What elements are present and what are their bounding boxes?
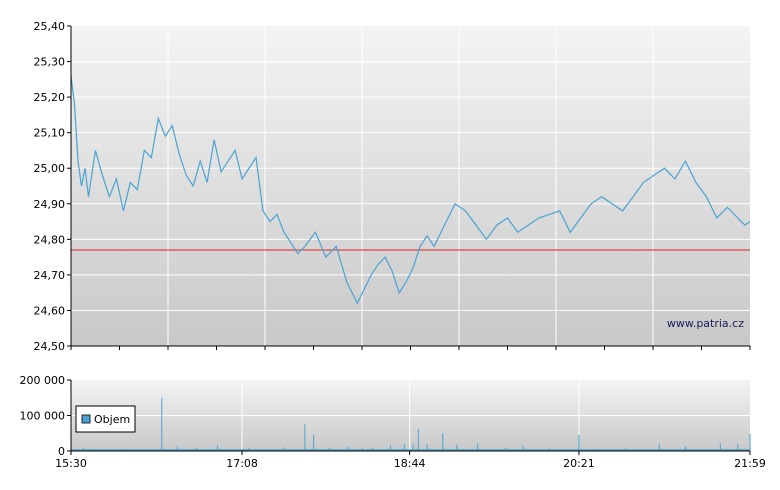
volume-panel: 0 100 000 200 000 15:30 17:08 18:44 20:21 21:5… [20, 374, 766, 470]
price-y-tick-label: 25,00 [34, 162, 66, 175]
legend-swatch [81, 414, 91, 424]
volume-y-tick-label: 0 [58, 445, 65, 458]
price-y-axis: 24,50 24,60 24,70 24,80 24,90 25,00 25,10 25,20… [34, 20, 71, 353]
price-series-line [70, 75, 751, 305]
price-y-tick-label: 24,90 [34, 198, 66, 211]
price-y-tick-label: 25,10 [34, 127, 66, 140]
legend-label: Objem [94, 413, 130, 426]
price-y-tick-label: 24,60 [34, 304, 66, 317]
price-panel: 24,50 24,60 24,70 24,80 24,90 25,00 25,10 25,20… [34, 20, 751, 353]
price-gridlines [71, 26, 750, 346]
volume-x-axis: 15:30 17:08 18:44 20:21 21:59 [55, 451, 766, 470]
volume-y-tick-label: 200 000 [20, 374, 66, 387]
x-tick-label: 21:59 [734, 457, 766, 470]
price-y-tick-label: 25,40 [34, 20, 66, 33]
price-y-tick-label: 25,20 [34, 91, 66, 104]
price-y-tick-label: 24,50 [34, 340, 66, 353]
price-y-tick-label: 24,80 [34, 233, 66, 246]
volume-gridlines [71, 380, 750, 451]
x-tick-label: 15:30 [55, 457, 87, 470]
watermark-text[interactable]: www.patria.cz [667, 317, 744, 330]
volume-y-tick-label: 100 000 [20, 410, 66, 423]
volume-bars [70, 397, 751, 451]
price-plot-area [71, 26, 750, 346]
price-y-tick-label: 24,70 [34, 269, 66, 282]
volume-legend: Objem [75, 405, 136, 433]
x-tick-label: 20:21 [563, 457, 595, 470]
price-x-ticks [70, 346, 751, 350]
volume-y-axis: 0 100 000 200 000 [20, 374, 71, 458]
price-y-tick-label: 25,30 [34, 56, 66, 69]
legend-box [75, 405, 136, 433]
x-tick-label: 17:08 [226, 457, 258, 470]
x-tick-label: 18:44 [394, 457, 426, 470]
